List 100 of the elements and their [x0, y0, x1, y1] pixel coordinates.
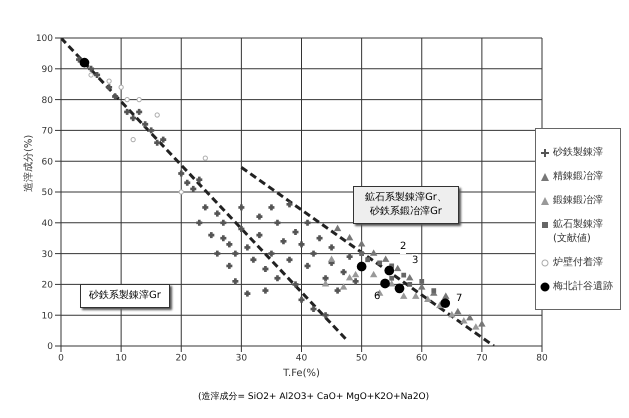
- point: [286, 256, 292, 263]
- point: [359, 251, 364, 256]
- point: [262, 266, 268, 272]
- point: [346, 274, 353, 280]
- y-tick-label: 10: [42, 311, 54, 322]
- x-tick-label: 40: [296, 353, 308, 364]
- point: [478, 320, 486, 327]
- point: [356, 262, 366, 272]
- point: [298, 296, 305, 303]
- point: [424, 296, 432, 302]
- point: [394, 284, 404, 294]
- point: [358, 240, 365, 246]
- point: [380, 278, 390, 288]
- y-tick-label: 80: [42, 96, 54, 106]
- point: [394, 265, 402, 272]
- annotation: 3: [412, 254, 418, 268]
- y-tick-label: 50: [42, 188, 54, 198]
- point: [448, 311, 456, 318]
- legend-label: 梅北計谷遺跡: [553, 280, 613, 293]
- annotation: 砂鉄系製錬滓Gr: [80, 284, 170, 308]
- point: [382, 256, 390, 262]
- point: [400, 292, 408, 299]
- legend-label: 精錬鍛冶滓: [553, 170, 603, 183]
- point: [406, 274, 414, 280]
- point: [154, 112, 160, 118]
- point: [94, 72, 100, 78]
- point: [310, 306, 317, 312]
- annotation: 2: [400, 240, 406, 254]
- y-tick-label: 20: [42, 280, 54, 291]
- point: [118, 84, 124, 90]
- point: [346, 234, 353, 240]
- point: [466, 314, 474, 320]
- point: [322, 275, 329, 282]
- point: [316, 235, 323, 242]
- point: [124, 108, 130, 115]
- point: [232, 250, 238, 257]
- point: [304, 262, 311, 269]
- y-tick-label: 100: [36, 34, 54, 44]
- point: [328, 244, 335, 250]
- point: [472, 324, 480, 330]
- point: [136, 108, 142, 115]
- point: [136, 96, 142, 102]
- point: [377, 260, 382, 266]
- point: [160, 136, 166, 143]
- point: [190, 186, 196, 192]
- point: [384, 266, 394, 276]
- point: [184, 180, 190, 186]
- point: [418, 284, 426, 290]
- legend-label: 鍛錬鍛冶滓: [553, 194, 603, 207]
- point: [322, 280, 329, 287]
- point: [334, 225, 341, 232]
- x-tick-label: 10: [115, 353, 128, 364]
- point: [130, 137, 136, 142]
- point: [419, 278, 424, 284]
- x-tick-label: 60: [416, 353, 428, 364]
- point: [365, 257, 370, 262]
- point: [148, 127, 154, 134]
- point: [106, 78, 112, 84]
- point: [220, 235, 226, 242]
- annotation: 7: [456, 292, 462, 306]
- point: [440, 298, 450, 308]
- point: [340, 269, 347, 276]
- point: [238, 204, 244, 210]
- point: [214, 210, 220, 217]
- point: [202, 204, 208, 210]
- legend-label: 炉壁付着滓: [553, 256, 603, 269]
- point: [401, 272, 406, 278]
- point: [346, 254, 353, 260]
- y-tick-label: 60: [42, 157, 54, 168]
- point: [202, 156, 208, 161]
- point: [232, 278, 238, 284]
- point: [208, 232, 214, 238]
- point: [370, 250, 377, 256]
- x-tick-label: 0: [58, 353, 64, 364]
- point: [310, 250, 317, 257]
- point: [244, 290, 250, 297]
- point: [178, 170, 184, 177]
- y-tick-label: 40: [42, 218, 54, 229]
- legend-label: 砂鉄製錬滓: [553, 146, 603, 159]
- x-tick-label: 50: [356, 353, 368, 364]
- point: [412, 292, 420, 299]
- point: [280, 238, 286, 244]
- point: [268, 204, 274, 210]
- point: [80, 58, 90, 68]
- y-tick-label: 70: [42, 126, 54, 137]
- point: [370, 271, 377, 278]
- point: [352, 278, 359, 284]
- point: [178, 189, 184, 195]
- point: [298, 241, 305, 248]
- point: [292, 229, 298, 236]
- point: [274, 220, 280, 226]
- point: [286, 201, 292, 208]
- point: [196, 220, 202, 226]
- y-tick-label: 30: [42, 250, 54, 260]
- x-tick-label: 30: [236, 353, 248, 364]
- point: [340, 284, 347, 290]
- point: [274, 275, 280, 282]
- point: [388, 280, 396, 287]
- point: [214, 250, 220, 257]
- point: [226, 241, 232, 248]
